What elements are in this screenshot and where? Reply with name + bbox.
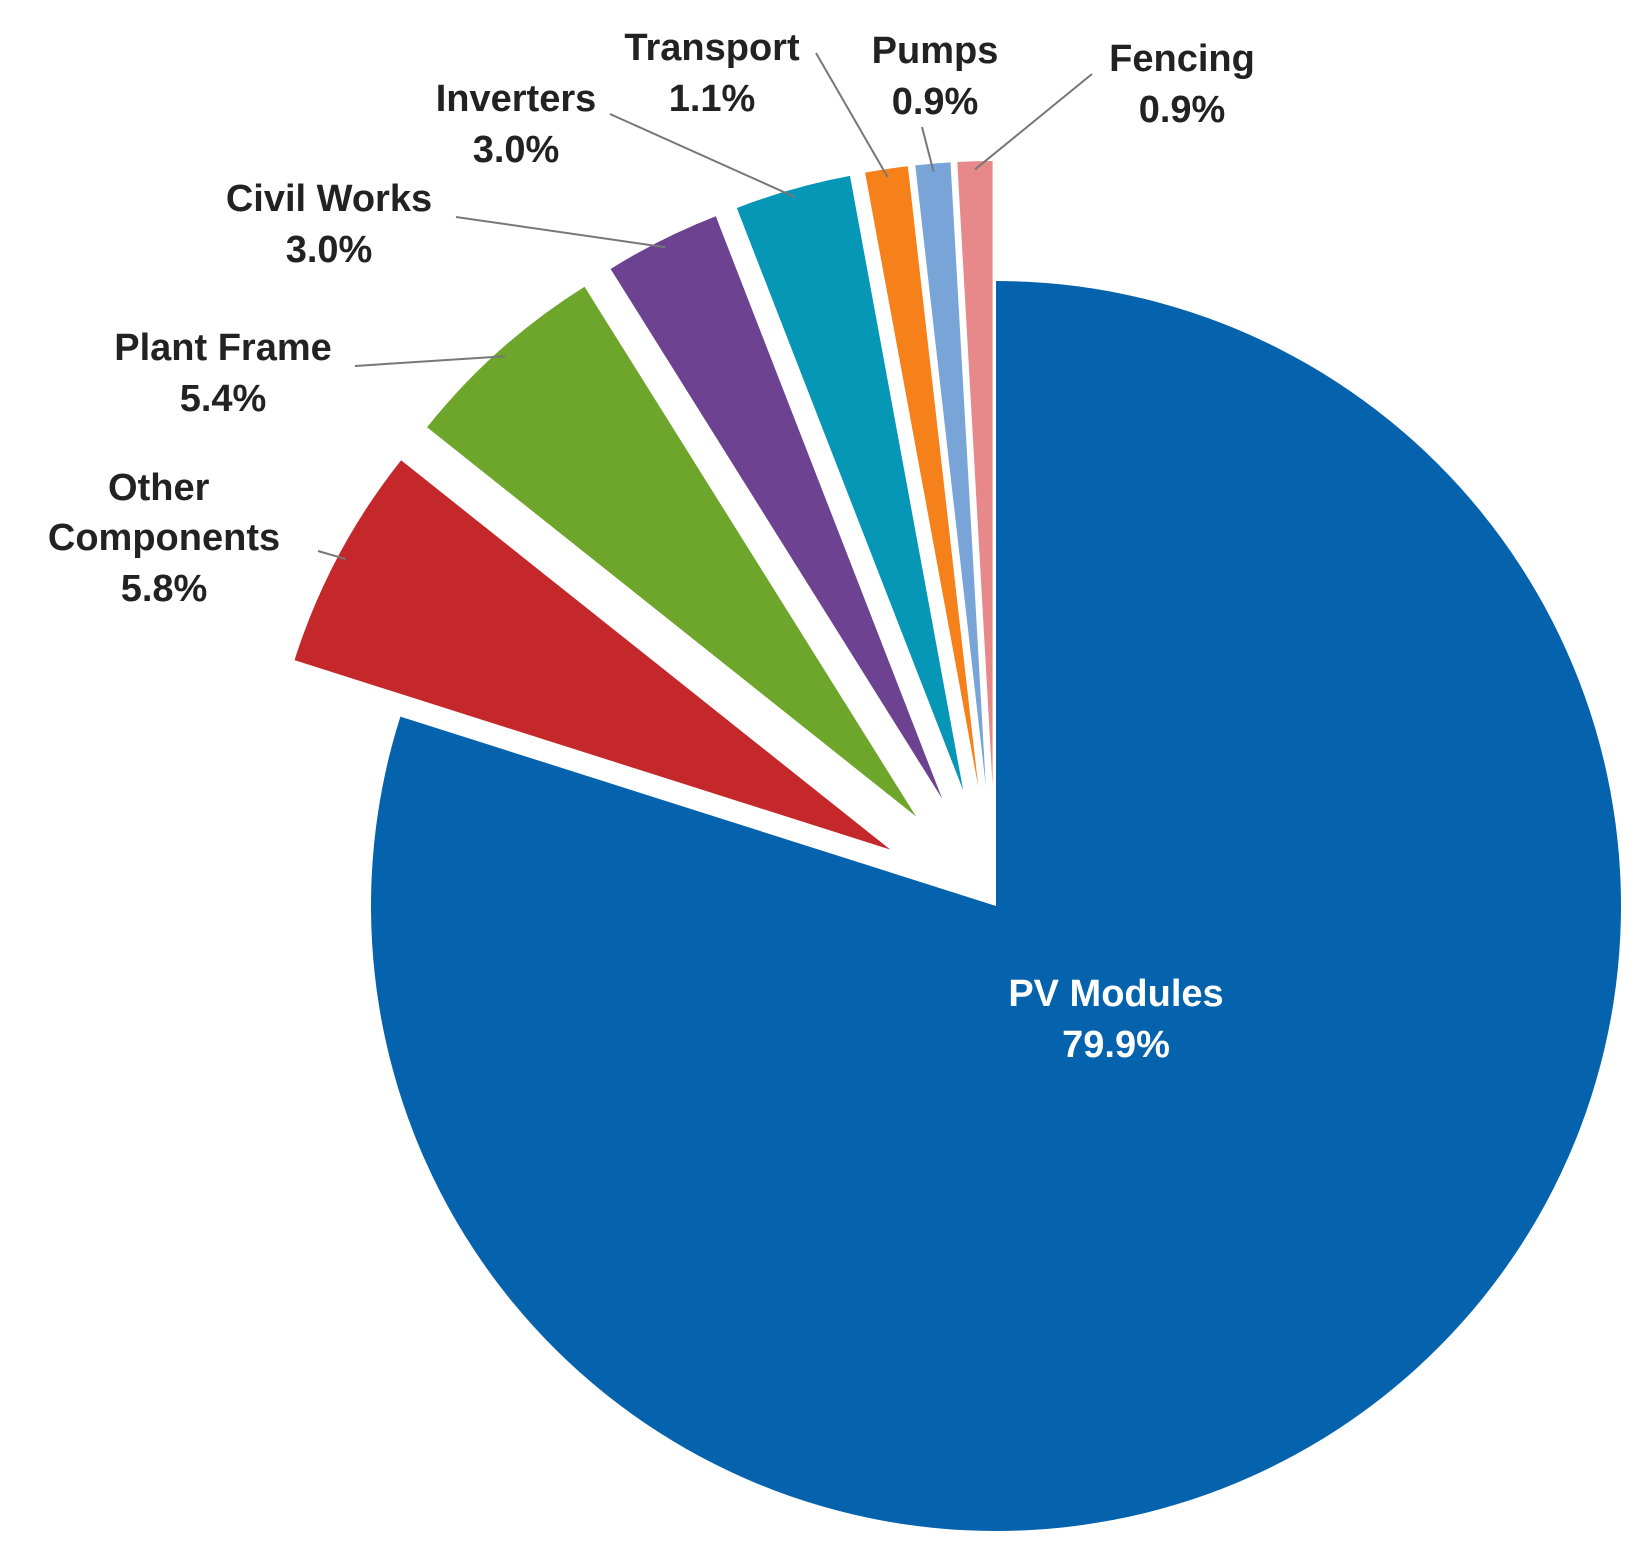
slice-label: Transport	[624, 27, 800, 69]
slice-label: Civil Works	[226, 178, 432, 220]
slice-label: Plant Frame	[114, 327, 332, 369]
leader-line	[609, 113, 796, 198]
leader-line	[921, 126, 935, 172]
value-label: 5.4%	[180, 378, 267, 420]
pie-slice	[915, 162, 986, 787]
slice-label: Inverters	[436, 78, 597, 120]
pie-slice	[736, 175, 964, 791]
leader-line	[354, 355, 506, 367]
value-label: 1.1%	[669, 78, 756, 120]
value-label: 0.9%	[1139, 89, 1226, 131]
leader-line	[974, 73, 1093, 171]
value-label: 3.0%	[286, 229, 373, 271]
value-label: 0.9%	[892, 81, 979, 123]
slice-label: Pumps	[872, 30, 999, 72]
pie-slice	[957, 161, 993, 787]
leader-line	[317, 550, 347, 561]
leader-line	[455, 216, 666, 249]
value-label: 3.0%	[473, 129, 560, 171]
pie-slice	[427, 286, 917, 817]
pie-slice	[370, 281, 1621, 1531]
pie-slice	[294, 460, 891, 850]
value-label: 79.9%	[1062, 1024, 1170, 1066]
slice-label: Other Components	[48, 467, 280, 559]
slice-label: PV Modules	[1008, 973, 1223, 1015]
leader-line	[815, 52, 889, 178]
pie-slice	[865, 166, 979, 788]
pie-slice	[610, 216, 943, 799]
value-label: 5.8%	[121, 568, 208, 610]
slice-label: Fencing	[1109, 38, 1255, 80]
